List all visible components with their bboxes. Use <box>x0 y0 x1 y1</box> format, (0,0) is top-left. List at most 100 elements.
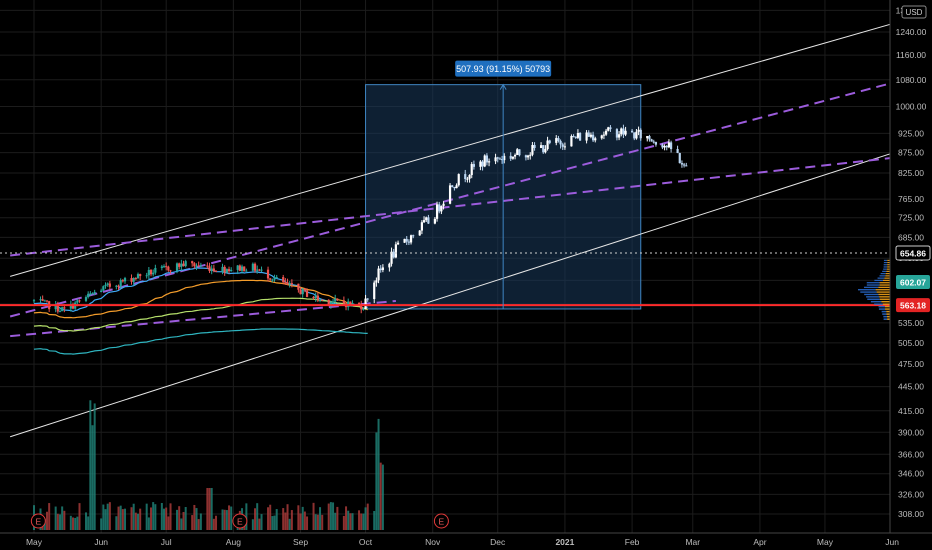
candle-body <box>633 132 636 139</box>
volume-bar <box>89 400 92 530</box>
candle-body <box>427 217 430 224</box>
price-tick-label: 475.00 <box>898 359 924 369</box>
volume-profile-bar <box>884 277 890 279</box>
time-axis[interactable]: May Jun Jul Aug Sep Oct Nov Dec 2021 Feb Mar Apr May… <box>0 532 932 547</box>
volume-profile-bar <box>882 313 887 315</box>
candle-body <box>318 299 322 301</box>
currency-badge[interactable]: USD <box>901 5 927 19</box>
candle-body <box>251 263 254 271</box>
candle-body <box>230 269 233 272</box>
price-axis[interactable]: 308.00 326.00 346.00 366.00 390.00 415.00 445.… <box>889 0 927 533</box>
candle-body <box>119 280 122 287</box>
candle-body <box>316 295 319 300</box>
time-tick-label: Jul <box>161 537 172 547</box>
volume-profile-bar <box>864 293 879 296</box>
candles <box>32 124 688 314</box>
moving-averages <box>33 267 368 355</box>
volume-bar <box>251 519 254 530</box>
candle-body <box>665 145 668 148</box>
candle-body <box>617 134 621 138</box>
price-tick-label: 925.00 <box>898 128 924 138</box>
volume-bar <box>69 515 72 530</box>
horizontal-lines[interactable] <box>0 252 890 307</box>
candle-body <box>236 265 239 270</box>
candle-body <box>622 128 625 135</box>
candle-body <box>336 298 339 301</box>
volume-bar <box>182 512 185 530</box>
moving-average-line <box>33 267 368 313</box>
volume-profile-bar <box>886 268 890 270</box>
candle-body <box>409 235 413 243</box>
earnings-marker-label: E <box>439 517 445 527</box>
volume-bar <box>256 503 259 530</box>
candle-body <box>496 157 499 159</box>
candle-body <box>147 269 150 276</box>
candle-body <box>206 265 209 267</box>
volume-bar <box>93 403 96 530</box>
candle-body <box>63 307 66 309</box>
time-tick-label: Sep <box>293 537 308 547</box>
volume-bar <box>221 509 224 530</box>
candle-body <box>381 267 384 271</box>
candle-body <box>407 241 410 243</box>
time-tick-label: Jun <box>885 537 899 547</box>
volume-bar <box>100 518 103 530</box>
price-tick-label: 1080.00 <box>896 75 927 85</box>
channel-lines[interactable] <box>9 5 932 438</box>
price-label-text: 602.07 <box>900 278 926 288</box>
volume-profile-bar <box>878 293 890 296</box>
volume-bar <box>351 513 354 530</box>
volume-bar <box>290 510 293 530</box>
candle-body <box>210 268 213 272</box>
candle-body <box>637 129 640 132</box>
candle-body <box>509 155 512 159</box>
measure-label: 507.93 (91.15%) 50793 <box>455 60 552 77</box>
candle-body <box>667 142 671 148</box>
volume-bar <box>267 507 270 530</box>
candle-body <box>602 134 606 136</box>
candle-body <box>121 280 124 282</box>
volume-bar <box>74 517 77 530</box>
candle-body <box>145 275 148 277</box>
candle-body <box>134 278 137 280</box>
volume-bar <box>375 432 378 530</box>
candle-body <box>366 298 369 300</box>
candle-body <box>594 138 597 141</box>
candle-body <box>654 142 658 145</box>
volume-profile-bar <box>887 261 890 264</box>
candle-body <box>175 263 179 271</box>
candle-body <box>93 291 96 294</box>
price-tick-label: 1160.00 <box>896 50 926 60</box>
volume-profile-bar <box>867 298 880 300</box>
candle-body <box>180 263 183 267</box>
volume-profile-bar <box>878 308 886 310</box>
candle-body <box>375 280 378 283</box>
candle-body <box>165 266 168 268</box>
candle-body <box>418 230 421 236</box>
candle-body <box>591 134 595 141</box>
volume-profile-bar <box>881 310 887 313</box>
earnings-marker <box>30 513 46 529</box>
candle-body <box>115 285 118 287</box>
volume-bar <box>284 512 287 530</box>
volume-bar <box>381 464 384 530</box>
price-label-box <box>896 275 930 290</box>
candle-body <box>91 293 94 295</box>
volume-bar <box>152 502 155 530</box>
candle-body <box>548 140 551 143</box>
moving-average-line <box>33 279 368 319</box>
volume-profile-bar <box>877 277 885 279</box>
candle-body <box>152 272 155 275</box>
candle-body <box>329 302 332 305</box>
volume-bar <box>165 507 168 530</box>
candle-body <box>615 129 619 138</box>
candle-body <box>349 301 352 305</box>
time-tick-label: Jun <box>94 537 108 547</box>
price-tick-label: 366.00 <box>898 449 924 459</box>
volume-bar <box>54 506 57 530</box>
candle-body <box>607 127 610 131</box>
candle-body <box>362 308 365 310</box>
candle-body <box>396 242 400 245</box>
